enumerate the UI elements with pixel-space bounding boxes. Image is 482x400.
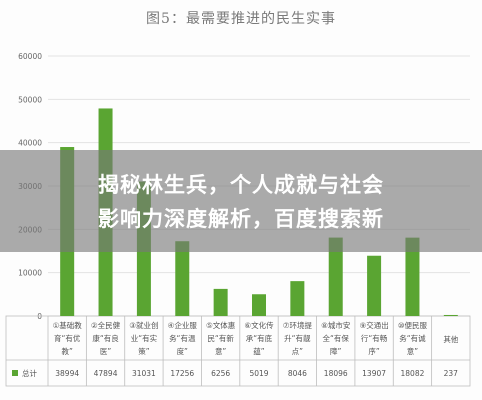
y-tick-label: 40000 [18, 139, 42, 148]
data-label: 8046 [288, 369, 307, 378]
x-tick-label: 意” [215, 346, 226, 356]
legend-label: 总计 [22, 368, 37, 378]
x-tick-label: 医” [100, 347, 111, 356]
x-tick-label: 业“有实 [131, 333, 158, 343]
headline[interactable]: 揭秘林生兵，个人成就与社会 影响力深度解析，百度搜索新 [0, 168, 482, 236]
x-tick-label: 度” [177, 346, 188, 356]
x-tick-label: ⑦环境提 [283, 320, 313, 330]
data-label: 6256 [211, 369, 230, 378]
bar [328, 237, 343, 316]
y-tick-label: 50000 [18, 95, 42, 104]
y-tick-label: 0 [37, 312, 42, 321]
y-tick-label: 10000 [18, 269, 42, 278]
data-table-border [5, 315, 471, 387]
x-tick-label: 全“有保 [323, 333, 350, 343]
x-tick-label: 康“有良 [92, 333, 119, 343]
bar [213, 288, 228, 316]
x-tick-label: ③就业创 [129, 320, 158, 330]
legend-swatch [12, 370, 18, 376]
x-tick-label: 序” [368, 346, 379, 356]
x-tick-label: ⑤文体惠 [206, 320, 236, 330]
x-tick-label: ⑩便民服 [398, 320, 428, 330]
x-tick-label: 教” [61, 346, 72, 356]
x-tick-label: ④企业服 [168, 320, 198, 330]
x-tick-label: 点” [292, 347, 303, 356]
x-tick-label: ⑨交通出 [359, 320, 388, 330]
x-tick-label: 升“有靓 [284, 333, 311, 343]
bar [367, 255, 382, 316]
headline-line-2: 影响力深度解析，百度搜索新 [98, 207, 384, 231]
x-tick-label: 民“有新 [207, 333, 234, 343]
chart-title: 图5：最需要推进的民生实事 [146, 11, 336, 27]
data-label: 47894 [94, 369, 118, 378]
x-tick-label: 承“有底 [246, 333, 273, 343]
x-tick-label: ⑧城市安 [321, 320, 351, 330]
x-tick-label: 育“有优 [54, 333, 81, 343]
x-tick-label: 策” [138, 346, 149, 356]
data-label: 17256 [170, 369, 194, 378]
x-tick-label: 蕴” [253, 346, 264, 356]
headline-overlay [0, 150, 482, 252]
data-label: 31031 [132, 369, 156, 378]
bar [405, 237, 420, 316]
data-label: 18082 [401, 369, 425, 378]
x-tick-label: ①基础教 [53, 320, 83, 330]
data-label: 5019 [249, 369, 268, 378]
x-tick-label: 务“有诚 [399, 333, 426, 343]
data-label: 13907 [362, 369, 386, 378]
data-label: 237 [444, 369, 459, 378]
x-tick-label: 障” [330, 346, 341, 356]
bar [443, 314, 458, 316]
y-tick-label: 60000 [18, 52, 42, 61]
bar [175, 241, 190, 316]
x-tick-label: ②全民健 [91, 320, 121, 330]
x-tick-label: 务“有温 [169, 333, 196, 343]
headline-line-1: 揭秘林生兵，个人成就与社会 [98, 173, 384, 197]
bar [290, 281, 305, 316]
x-tick-label: ⑥文化传 [244, 320, 274, 330]
bar [252, 294, 266, 316]
data-label: 38994 [55, 369, 79, 378]
data-label: 18096 [324, 369, 348, 378]
x-tick-label: 行“有畅 [361, 333, 388, 343]
x-tick-label: 意” [407, 346, 418, 356]
x-tick-label: 其他 [443, 334, 458, 344]
